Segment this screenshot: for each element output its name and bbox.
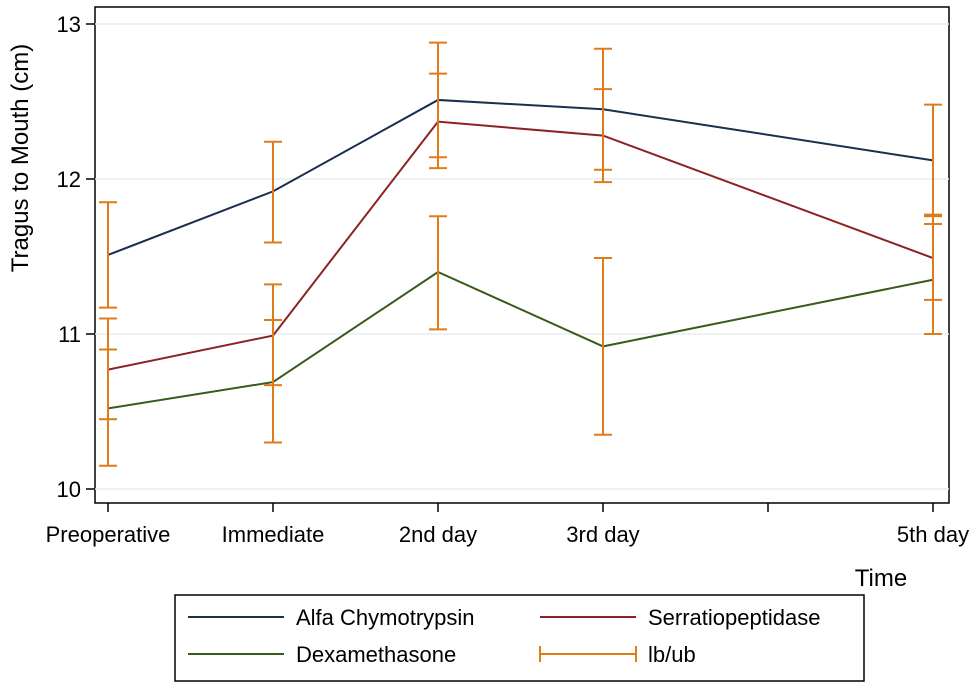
gridlines: [95, 23, 949, 490]
y-tick-label: 13: [57, 12, 81, 37]
legend: Alfa Chymotrypsin Serratiopeptidase Dexame…: [174, 594, 865, 682]
x-tick-label: Preoperative: [46, 522, 171, 547]
y-tick-label: 12: [57, 167, 81, 192]
x-tick-label: 5th day: [897, 522, 969, 547]
y-tick-label: 11: [58, 322, 81, 347]
x-tick-label: 2nd day: [399, 522, 477, 547]
legend-label-alfa-chymotrypsin: Alfa Chymotrypsin: [296, 605, 475, 630]
plot-area: [94, 6, 950, 504]
legend-label-serratiopeptidase: Serratiopeptidase: [648, 605, 820, 630]
x-tick-label: Immediate: [222, 522, 325, 547]
legend-box: [174, 594, 865, 682]
axes: [86, 23, 934, 512]
y-axis-title: Tragus to Mouth (cm): [7, 44, 34, 273]
y-tick-label: 10: [57, 477, 81, 502]
x-axis-title: Time: [855, 565, 907, 592]
legend-label-dexamethasone: Dexamethasone: [296, 642, 456, 667]
legend-label-lb-ub: lb/ub: [648, 642, 696, 667]
error-bars: [99, 41, 942, 467]
x-tick-label: 3rd day: [566, 522, 639, 547]
tick-labels: 10 11 12 13 Preoperative Immediate 2nd day 3rd …: [46, 12, 969, 547]
